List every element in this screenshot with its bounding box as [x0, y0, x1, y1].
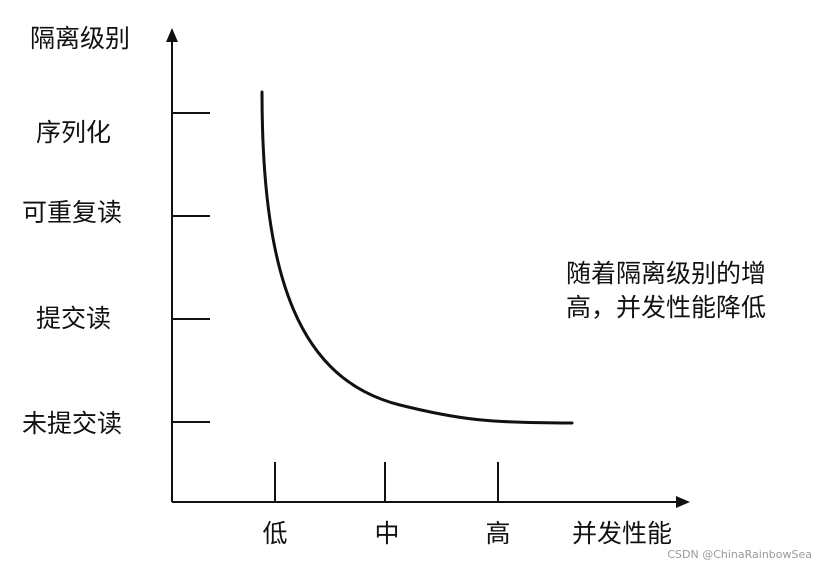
- y-axis-title: 隔离级别: [30, 24, 130, 53]
- x-axis-arrow: [676, 496, 690, 508]
- y-label-read-uncommitted: 未提交读: [22, 409, 122, 438]
- x-label-medium: 中: [374, 519, 399, 548]
- annotation-line-1: 随着隔离级别的增: [566, 259, 766, 288]
- x-label-high: 高: [485, 519, 510, 548]
- watermark-text: CSDN @ChinaRainbowSea: [667, 548, 812, 561]
- x-label-low: 低: [262, 519, 287, 548]
- x-axis-title: 并发性能: [572, 519, 672, 548]
- y-label-read-committed: 提交读: [36, 304, 111, 333]
- y-axis-arrow: [166, 28, 178, 42]
- annotation-line-2: 高，并发性能降低: [566, 293, 766, 322]
- y-label-serializable: 序列化: [36, 118, 111, 147]
- y-label-repeatable-read: 可重复读: [22, 198, 122, 227]
- tradeoff-curve: [260, 90, 574, 425]
